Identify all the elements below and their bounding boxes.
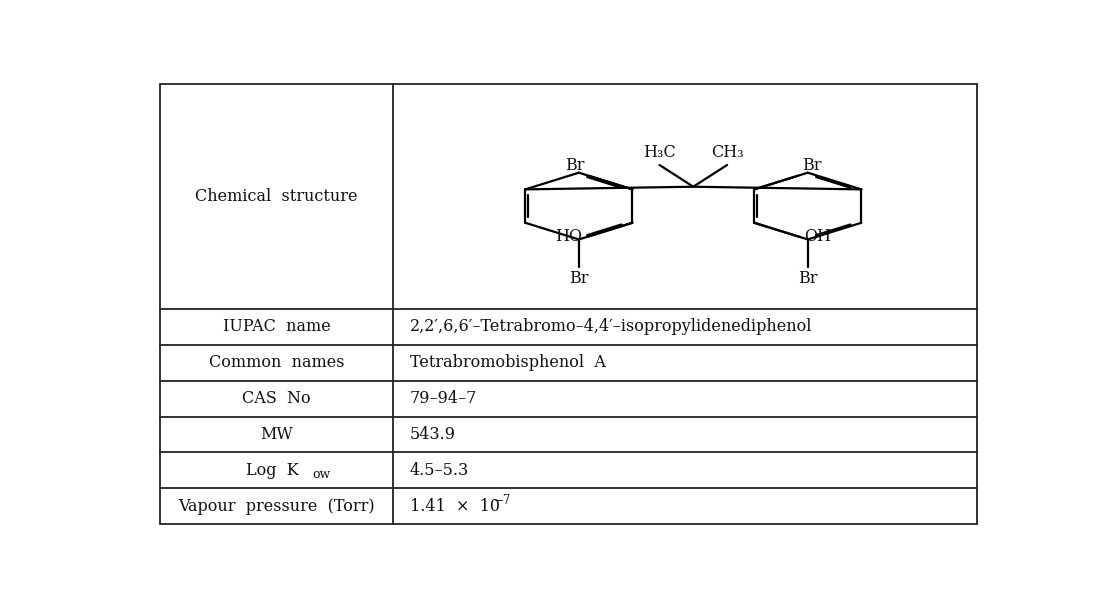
Text: 2,2′,6,6′–Tetrabromo–4,4′–isopropylidenediphenol: 2,2′,6,6′–Tetrabromo–4,4′–isopropylidene… [410, 318, 813, 335]
Text: Br: Br [798, 270, 817, 287]
Text: H₃C: H₃C [643, 144, 675, 161]
Text: −7: −7 [495, 494, 511, 507]
Text: HO: HO [556, 228, 582, 246]
Text: Br: Br [569, 270, 589, 287]
Text: Chemical  structure: Chemical structure [195, 188, 358, 205]
Text: Common  names: Common names [208, 355, 344, 371]
Text: 4.5–5.3: 4.5–5.3 [410, 462, 469, 479]
Text: 1.41  ×  10: 1.41 × 10 [410, 498, 500, 515]
Text: Br: Br [564, 157, 584, 174]
Text: Vapour  pressure  (Torr): Vapour pressure (Torr) [179, 498, 375, 515]
Text: MW: MW [260, 426, 293, 443]
Text: ow: ow [313, 468, 330, 480]
Text: Log  K: Log K [246, 462, 298, 479]
Text: Tetrabromobisphenol  A: Tetrabromobisphenol A [410, 355, 606, 371]
Text: 543.9: 543.9 [410, 426, 456, 443]
Text: CAS  No: CAS No [242, 390, 311, 407]
Text: Br: Br [803, 157, 822, 174]
Text: IUPAC  name: IUPAC name [223, 318, 330, 335]
Text: 79–94–7: 79–94–7 [410, 390, 477, 407]
Text: OH: OH [804, 228, 831, 246]
Text: CH₃: CH₃ [711, 144, 743, 161]
